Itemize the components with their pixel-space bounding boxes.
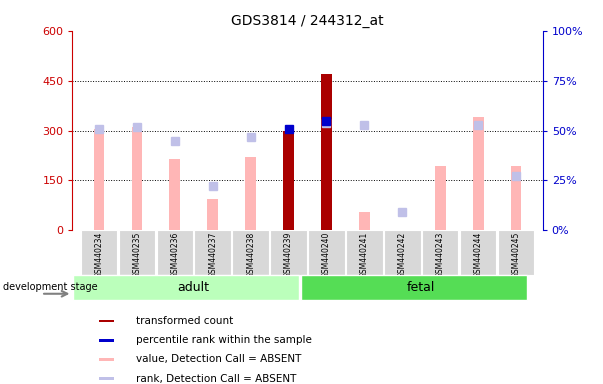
Bar [321,74,332,230]
Bar [301,275,527,300]
Text: fetal: fetal [407,281,435,293]
Text: GSM440243: GSM440243 [436,232,445,278]
Bar [195,230,231,275]
Bar [511,166,522,230]
Bar [321,121,332,230]
Bar [131,127,142,230]
Text: GSM440236: GSM440236 [170,232,179,278]
Bar [119,230,155,275]
Text: adult: adult [178,281,210,293]
Bar [308,230,345,275]
Text: transformed count: transformed count [136,316,233,326]
Bar [346,230,383,275]
Text: GSM440239: GSM440239 [284,232,293,278]
Text: GSM440234: GSM440234 [95,232,103,278]
Bar [422,230,458,275]
Bar [232,230,269,275]
Text: GSM440244: GSM440244 [474,232,483,278]
Bar [99,358,114,361]
Bar [245,157,256,230]
Text: value, Detection Call = ABSENT: value, Detection Call = ABSENT [136,354,302,364]
Title: GDS3814 / 244312_at: GDS3814 / 244312_at [231,14,384,28]
Bar [99,339,114,342]
Bar [435,166,446,230]
Bar [93,129,104,230]
Bar [207,199,218,230]
Text: GSM440245: GSM440245 [512,232,520,278]
Text: development stage: development stage [3,282,98,292]
Bar [157,230,193,275]
Bar [99,377,114,380]
Text: GSM440241: GSM440241 [360,232,369,278]
Bar [99,319,114,323]
Bar [283,131,294,230]
Text: percentile rank within the sample: percentile rank within the sample [136,335,312,345]
Bar [169,159,180,230]
Bar [81,230,117,275]
Text: GSM440238: GSM440238 [246,232,255,278]
Bar [73,275,299,300]
Bar [384,230,420,275]
Text: GSM440237: GSM440237 [208,232,217,278]
Text: rank, Detection Call = ABSENT: rank, Detection Call = ABSENT [136,374,297,384]
Bar [359,212,370,230]
Bar [498,230,534,275]
Bar [473,117,484,230]
Text: GSM440235: GSM440235 [132,232,141,278]
Bar [460,230,496,275]
Text: GSM440242: GSM440242 [398,232,407,278]
Bar [270,230,307,275]
Text: GSM440240: GSM440240 [322,232,331,278]
